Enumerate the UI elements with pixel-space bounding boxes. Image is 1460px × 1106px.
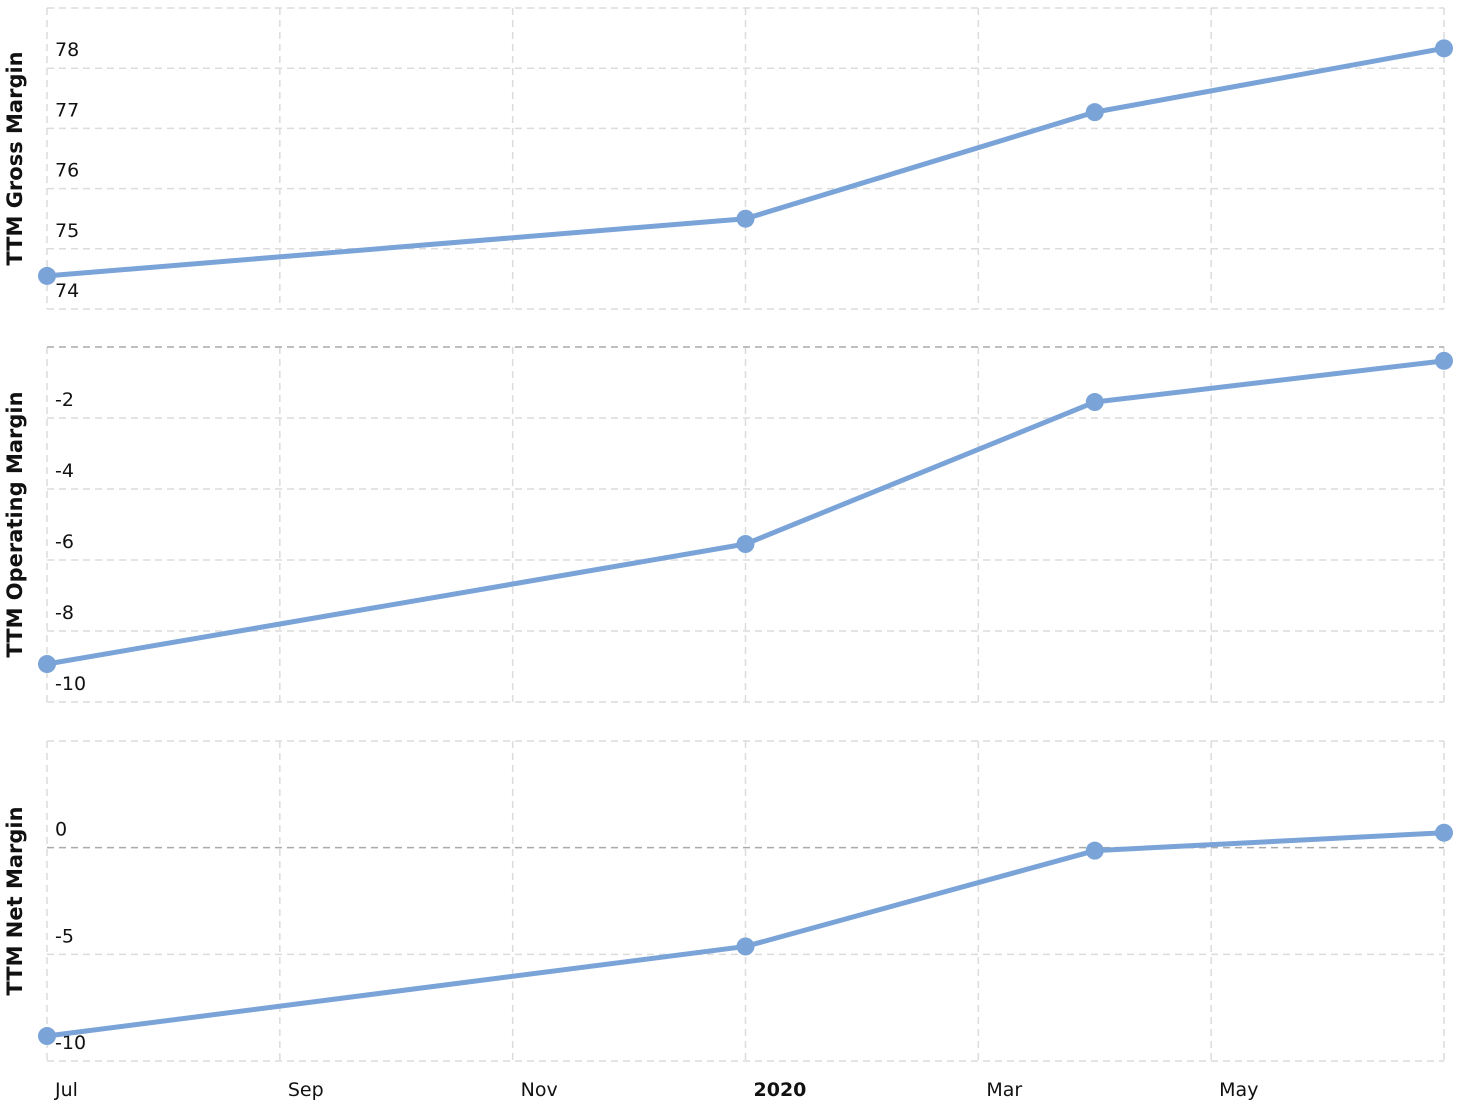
point xyxy=(736,937,755,956)
y-tick-label: -5 xyxy=(55,925,74,947)
point xyxy=(1435,351,1453,370)
y-tick-label: 77 xyxy=(55,99,79,121)
point xyxy=(736,209,755,228)
line xyxy=(46,358,1445,667)
y-axis-title: TTM Gross Margin xyxy=(3,51,27,265)
y-axis-title: TTM Net Margin xyxy=(3,806,27,995)
x-tick-label: Nov xyxy=(521,1079,558,1101)
y-tick-label: -10 xyxy=(55,1032,86,1054)
line xyxy=(46,830,1445,1039)
point xyxy=(1435,823,1453,842)
y-axis-title: TTM Operating Margin xyxy=(3,391,27,657)
point xyxy=(1085,841,1104,860)
point xyxy=(1085,103,1104,122)
y-tick-label: -8 xyxy=(55,602,74,624)
line xyxy=(46,45,1445,279)
point xyxy=(38,1027,56,1046)
y-tick-label: -2 xyxy=(55,389,74,411)
x-tick-label: 2020 xyxy=(754,1079,807,1101)
x-tick-label: May xyxy=(1219,1079,1258,1101)
y-tick-label: 74 xyxy=(55,280,79,302)
x-tick-label: Sep xyxy=(288,1079,324,1101)
y-tick-label: -6 xyxy=(55,531,74,553)
point xyxy=(736,535,755,554)
y-tick-label: -10 xyxy=(55,673,86,695)
point xyxy=(38,266,56,285)
point xyxy=(38,655,56,674)
y-tick-label: 75 xyxy=(55,220,79,242)
point xyxy=(1435,39,1453,58)
y-tick-label: -4 xyxy=(55,460,74,482)
point xyxy=(1085,393,1104,412)
x-tick-label: Mar xyxy=(986,1079,1022,1101)
y-tick-label: 76 xyxy=(55,160,79,182)
x-tick-label: Jul xyxy=(54,1079,78,1101)
y-tick-label: 78 xyxy=(55,39,79,61)
y-tick-label: 0 xyxy=(55,819,67,841)
